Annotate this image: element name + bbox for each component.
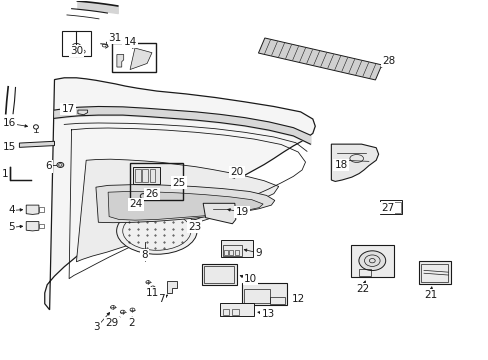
Text: 23: 23 (187, 222, 201, 231)
Text: 13: 13 (261, 309, 274, 319)
Bar (418, 261, 450, 284)
Polygon shape (130, 48, 152, 69)
Text: 1: 1 (2, 168, 9, 179)
Text: 28: 28 (381, 55, 394, 66)
Text: 8: 8 (141, 250, 148, 260)
Bar (222, 245, 242, 256)
Text: 30: 30 (70, 46, 83, 56)
Polygon shape (20, 141, 54, 147)
Bar (243, 289, 270, 303)
Bar (269, 297, 284, 304)
Text: 3: 3 (93, 322, 100, 332)
Polygon shape (76, 159, 278, 262)
Bar (220, 303, 254, 316)
Bar (203, 266, 233, 283)
Polygon shape (166, 281, 177, 293)
Bar (420, 264, 447, 282)
Text: 6: 6 (45, 161, 52, 171)
Text: 10: 10 (244, 274, 257, 284)
Polygon shape (203, 203, 235, 224)
Ellipse shape (358, 251, 385, 271)
Polygon shape (331, 144, 378, 181)
Polygon shape (78, 110, 87, 115)
Polygon shape (117, 54, 123, 67)
Text: 27: 27 (380, 203, 393, 213)
Text: 21: 21 (423, 290, 437, 300)
Bar (221, 240, 252, 257)
Polygon shape (26, 222, 39, 231)
Text: 31: 31 (107, 33, 121, 43)
Bar (133, 167, 160, 184)
Bar (149, 169, 155, 182)
Bar (232, 310, 239, 315)
Text: 5: 5 (8, 222, 15, 232)
Polygon shape (26, 205, 39, 215)
Text: 17: 17 (61, 104, 75, 114)
Bar (222, 310, 229, 315)
Bar (223, 249, 227, 255)
Text: 24: 24 (129, 199, 142, 210)
Polygon shape (258, 38, 381, 80)
Bar (40, 224, 44, 228)
Text: 25: 25 (172, 177, 185, 188)
Text: 11: 11 (145, 288, 158, 298)
Text: 2: 2 (128, 319, 135, 328)
Bar (129, 163, 183, 200)
Text: 18: 18 (334, 160, 347, 170)
Polygon shape (96, 185, 274, 223)
Bar (40, 207, 44, 212)
Bar (135, 169, 141, 182)
Bar (142, 169, 148, 182)
Text: 12: 12 (291, 294, 304, 304)
Bar (61, 31, 91, 56)
Bar (358, 269, 370, 276)
Bar (350, 244, 393, 277)
Text: 16: 16 (2, 118, 16, 128)
Text: 14: 14 (123, 37, 136, 47)
Bar (112, 43, 156, 72)
Text: 29: 29 (105, 319, 119, 328)
Text: 4: 4 (8, 206, 15, 216)
Bar (380, 202, 400, 213)
Bar (235, 249, 239, 255)
Ellipse shape (117, 208, 197, 254)
Text: 9: 9 (254, 248, 261, 258)
Text: 19: 19 (235, 207, 248, 217)
Text: 15: 15 (2, 142, 16, 152)
Text: 26: 26 (145, 189, 158, 199)
Bar (242, 283, 286, 305)
Text: 22: 22 (355, 284, 368, 294)
Bar (201, 264, 236, 285)
Bar (229, 249, 233, 255)
Text: 7: 7 (158, 294, 165, 304)
Text: 20: 20 (230, 167, 243, 177)
Polygon shape (45, 78, 315, 310)
Bar (379, 201, 401, 214)
Polygon shape (108, 192, 263, 220)
